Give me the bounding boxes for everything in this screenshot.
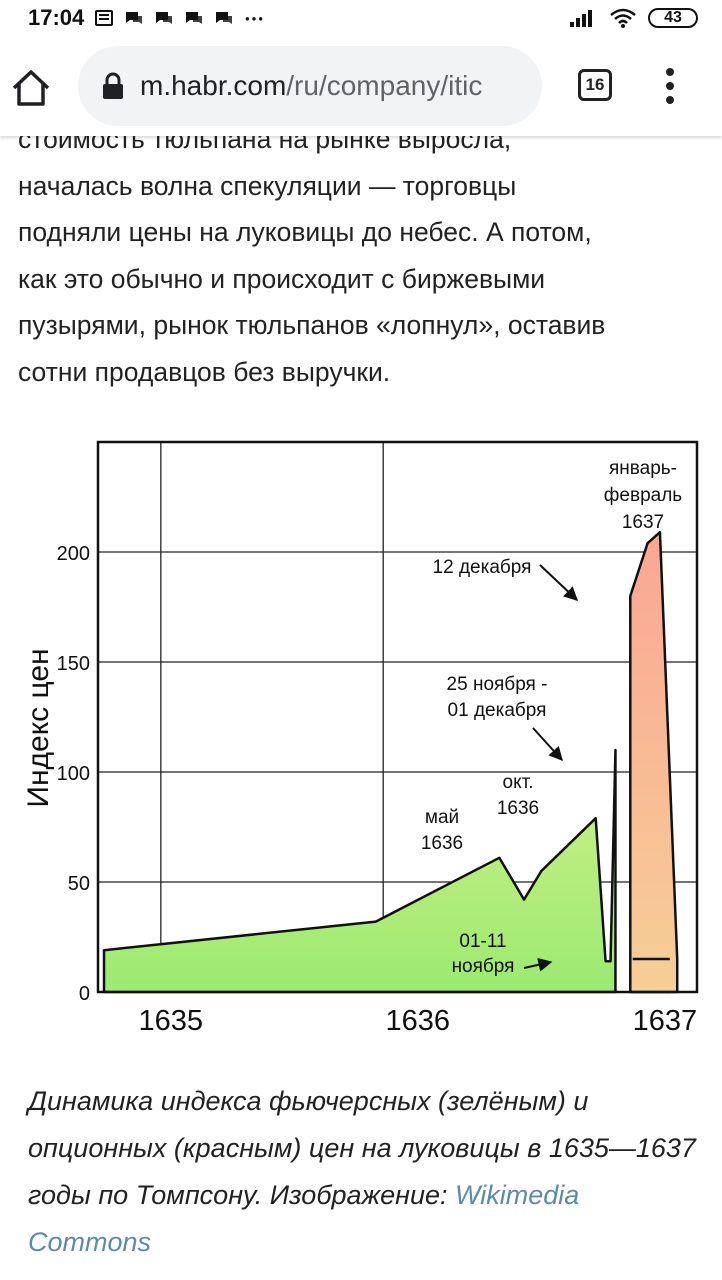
annotation-arrow [523, 957, 553, 972]
annotation-line: 1637 [622, 512, 664, 533]
status-right: 43 [568, 7, 698, 29]
annotation-line: 01 декабря [448, 700, 547, 721]
article-line: пузырями, рынок тюльпанов «лопнул», оста… [18, 310, 606, 340]
wifi-icon [610, 8, 636, 28]
chart-grid [98, 442, 697, 992]
chat-icon [216, 12, 233, 24]
annotation-line: 12 декабря [433, 557, 532, 578]
lock-icon [103, 72, 123, 99]
x-tick-label: 1635 [138, 1005, 203, 1037]
menu-dots-icon[interactable] [658, 64, 682, 108]
chat-icon [126, 12, 143, 24]
chart-annotations: январь-февраль 1637 12 декабря 25 ноября - 0… [421, 458, 682, 977]
y-tick-label: 200 [57, 543, 90, 565]
chart-annotation: май 1636 [421, 807, 463, 854]
url-path: /ru/company/itic [286, 70, 483, 101]
status-time: 17:04 [28, 5, 85, 30]
address-field[interactable]: m.habr.com/ru/company/itic [78, 46, 542, 126]
y-tick-label: 100 [57, 763, 90, 785]
series-area-futures [102, 748, 617, 994]
y-axis-label: Индекс цен [22, 648, 55, 807]
x-tick-label: 1636 [386, 1005, 451, 1037]
y-tick-label: 50 [68, 873, 90, 895]
chart-annotation: 12 декабря [433, 557, 532, 578]
figure-caption: Динамика индекса фьючерсных (зелёным) и … [28, 1078, 708, 1266]
notes-icon [95, 10, 114, 26]
annotation-line: 01-11 [459, 931, 506, 952]
annotation-line: январь- [609, 458, 677, 479]
annotation-arrow [532, 727, 563, 762]
annotation-line: 25 ноября - [447, 674, 548, 695]
y-tick-label: 150 [57, 653, 90, 675]
chart-annotation: январь-февраль 1637 [604, 458, 683, 533]
battery-icon: 43 [648, 8, 698, 28]
chart-areas [102, 530, 679, 994]
home-icon[interactable] [10, 66, 52, 108]
annotation-line: 1636 [421, 833, 463, 854]
url-host: m.habr.com [140, 70, 287, 101]
annotation-line: окт. [503, 772, 534, 793]
chat-icon [186, 12, 203, 24]
signal-icon [570, 10, 592, 27]
annotation-line: ноября [452, 956, 515, 977]
more-dots-icon [245, 17, 263, 21]
caption-text: Динамика индекса фьючерсных (зелёным) и … [28, 1086, 696, 1210]
browser-toolbar: m.habr.com/ru/company/itic 16 [0, 36, 722, 136]
status-bar: 17:04 43 [0, 0, 722, 36]
article-line: началась волна спекуляции — торговцы [18, 170, 517, 201]
article-line: сотни продавцов без выручки. [18, 356, 391, 387]
tab-switcher-button[interactable]: 16 [578, 69, 612, 101]
y-tick-label: 0 [79, 983, 90, 1005]
chart-svg: 0 50 100 150 200 1635 1636 1637 Индекс цен янва… [22, 440, 699, 1037]
status-left: 17:04 [28, 5, 264, 31]
plot-frame [96, 440, 699, 994]
article-line: как это обычно и происходит с биржевыми [18, 263, 546, 294]
annotation-line: май [425, 807, 459, 828]
annotation-line: 1636 [497, 798, 539, 819]
url-text: m.habr.com/ru/company/itic [140, 70, 482, 102]
article-text: стоимость тюльпана на рынке выросла, нач… [18, 116, 708, 395]
chart-annotation: окт. 1636 [497, 772, 539, 819]
chat-icon [156, 12, 173, 24]
chart-annotation: 25 ноября - 01 декабря [447, 674, 548, 721]
wikimedia-link[interactable]: Wikimedia Commons [28, 1180, 580, 1257]
annotation-line: февраль [604, 485, 683, 506]
chart-annotation: 01-11 ноября [452, 931, 515, 977]
annotation-arrow [539, 564, 579, 601]
article-line: подняли цены на луковицы до небес. А пот… [18, 217, 592, 247]
x-tick-label: 1637 [633, 1005, 698, 1037]
tulip-price-chart: 0 50 100 150 200 1635 1636 1637 Индекс цен янва… [0, 430, 722, 1050]
axis-ticks: 0 50 100 150 200 1635 1636 1637 [57, 543, 698, 1037]
series-area-options [629, 530, 679, 994]
